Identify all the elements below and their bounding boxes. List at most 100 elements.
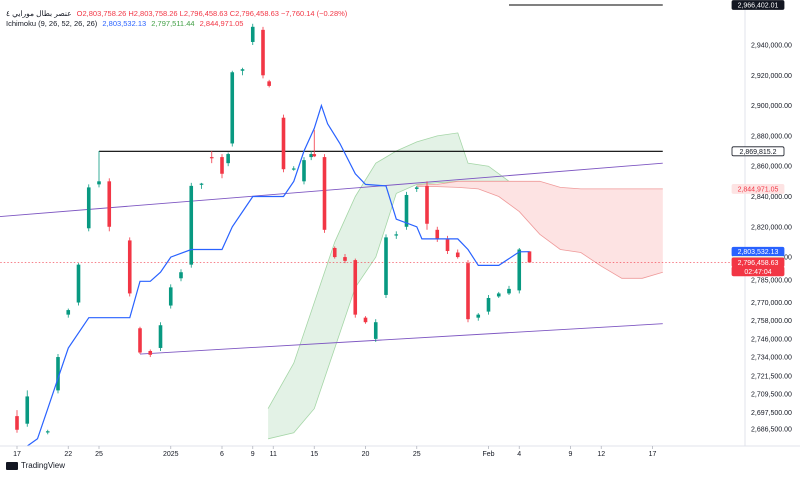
candle-body-33[interactable] [343,257,347,261]
x-tick-label: Feb [482,451,494,458]
candle-body-41[interactable] [425,185,429,224]
x-tick-label: 22 [64,451,72,458]
y-tick-label: 2,920,000.00 [751,73,792,80]
candle-body-34[interactable] [353,260,358,315]
candle-body-36[interactable] [373,322,378,339]
y-tick-label: 2,721,500.00 [751,373,792,380]
symbol-title: عنصر بطال مورايي ٤ [6,9,72,18]
x-tick-label: 15 [310,451,318,458]
candle-body-28[interactable] [302,160,306,182]
price-tag-label: 2,796,458.63 [738,260,779,267]
x-tick-label: 17 [649,451,657,458]
symbol-legend[interactable]: عنصر بطال مورايي ٤ O2,803,758.26 H2,803,… [6,9,350,18]
candle-body-46[interactable] [476,314,481,318]
candles-layer [15,23,532,435]
price-tag-box [731,184,785,194]
x-tick-label: 20 [362,451,370,458]
candle-body-2[interactable] [25,396,30,424]
candle-body-11[interactable] [138,328,142,353]
candle-body-23[interactable] [250,26,255,42]
candle-body-14[interactable] [168,287,173,306]
cloud-bearish [416,181,663,279]
candle-body-9[interactable] [107,181,112,227]
y-tick-label: 2,940,000.00 [751,43,792,50]
tradingview-text: TradingView [21,461,66,470]
trend-line-2[interactable] [139,323,663,355]
base-line-series [26,103,530,447]
ichimoku-base-line [26,103,530,447]
candle-body-45[interactable] [466,263,470,320]
candle-body-35[interactable] [363,317,368,323]
candle-body-7[interactable] [86,187,91,229]
x-tick-label: 9 [251,451,255,458]
candle-body-20[interactable] [226,154,230,164]
y-tick-label: 2,746,000.00 [751,336,792,343]
indicator-name: Ichimoku (9, 26, 52, 26, 26) [6,19,98,28]
price-tag-box [731,266,785,277]
candle-body-16[interactable] [189,185,194,265]
x-tick-label: 11 [270,451,277,458]
y-tick-label: 2,686,500.00 [751,427,792,434]
candle-body-15[interactable] [179,272,183,279]
candle-body-25[interactable] [267,81,271,86]
candle-body-43[interactable] [445,238,450,252]
candle-body-5[interactable] [66,310,71,315]
x-tick-label: 25 [413,451,421,458]
y-tick-label: 2,697,500.00 [751,410,792,417]
candle-body-38[interactable] [394,234,399,236]
candle-body-17[interactable] [199,183,204,185]
price-tag-label: 02:47:04 [744,269,771,276]
candle-body-19[interactable] [220,157,224,174]
candle-body-29[interactable] [309,154,313,158]
candle-body-31[interactable] [322,157,327,230]
candle-body-21[interactable] [230,72,235,144]
candle-body-39[interactable] [404,194,409,227]
y-tick-label: 2,785,000.00 [751,277,792,284]
y-tick-label: 2,880,000.00 [751,133,792,140]
candle-body-6[interactable] [76,264,81,303]
candle-body-12[interactable] [148,350,153,355]
x-tick-label: 9 [569,451,573,458]
indicator-legend[interactable]: Ichimoku (9, 26, 52, 26, 26) 2,803,532.1… [6,19,246,28]
candle-body-37[interactable] [384,237,388,295]
candle-body-4[interactable] [56,357,60,391]
candle-body-18[interactable] [209,157,214,159]
price-tag-label: 2,869,815.2 [740,149,777,156]
candle-body-26[interactable] [281,117,286,170]
candle-body-10[interactable] [127,240,132,294]
candle-body-27[interactable] [291,168,296,170]
candle-body-48[interactable] [496,293,501,297]
candle-body-24[interactable] [261,29,265,76]
candle-body-1[interactable] [15,416,19,430]
cloud-bullish [268,132,509,439]
y-tick-label: 2,840,000.00 [751,194,792,201]
candle-body-51[interactable] [527,251,532,263]
tradingview-logo[interactable]: TradingView [6,461,65,470]
indicator-value-span: 2,844,971.05 [199,19,244,28]
candle-body-32[interactable] [332,247,337,258]
y-tick-label: 2,820,000.00 [751,224,792,231]
cloud-bearish-lower-edge [416,186,663,279]
x-tick-label: 6 [220,451,224,458]
time-axis[interactable]: 17 22 25 2025 6 9 11 15 20 25 Feb 4 9 12 17 [13,446,656,458]
candle-body-44[interactable] [455,252,460,258]
candle-body-3[interactable] [45,431,50,433]
x-tick-label: 4 [517,451,521,458]
candle-body-8[interactable] [97,181,101,185]
price-tag-label: 2,966,402.01 [738,3,779,10]
candle-body-22[interactable] [240,69,245,71]
ohlc-values: O2,803,758.26 H2,803,758.26 L2,796,458.6… [76,9,348,18]
candle-body-47[interactable] [486,297,491,312]
candle-body-30[interactable] [312,154,317,157]
price-tags: 2,966,402.01 2,869,815.2 2,844,971.05 2,803… [731,0,785,277]
candle-body-40[interactable] [414,187,419,189]
indicator-value-lagging: 2,797,511.44 [151,19,195,28]
candle-body-13[interactable] [158,325,163,348]
y-tick-label: 2,900,000.00 [751,103,792,110]
candle-body-49[interactable] [507,288,511,294]
y-tick-label: 2,770,000.00 [751,300,792,307]
candle-body-42[interactable] [435,229,440,239]
price-tag-box [731,0,785,10]
candle-body-50[interactable] [517,249,522,291]
